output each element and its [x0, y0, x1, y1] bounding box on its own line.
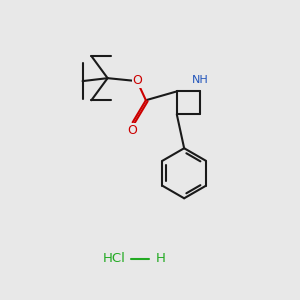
- Text: H: H: [155, 252, 165, 266]
- Text: O: O: [127, 124, 137, 137]
- Text: HCl: HCl: [103, 252, 126, 266]
- Text: O: O: [133, 74, 142, 87]
- Text: NH: NH: [191, 75, 208, 85]
